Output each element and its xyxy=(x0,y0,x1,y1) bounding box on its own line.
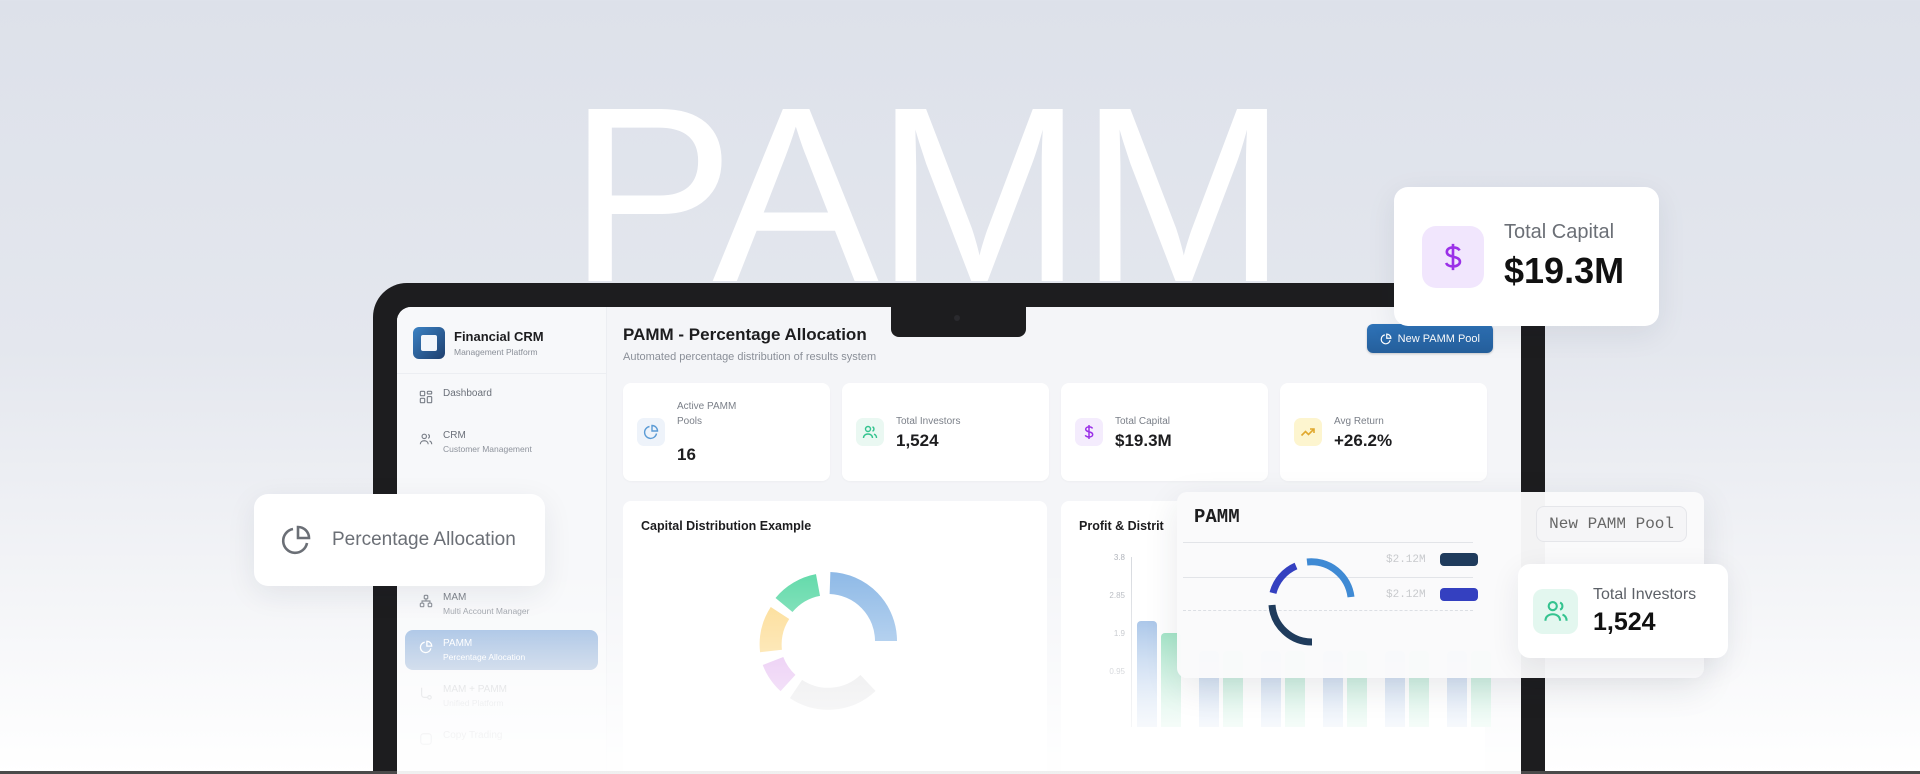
card-title: PAMM xyxy=(1194,506,1240,528)
brand-logo-icon xyxy=(413,327,445,359)
stat-label: Avg Return xyxy=(1334,415,1384,427)
route-icon xyxy=(421,687,432,700)
pie-chart-icon xyxy=(281,525,311,555)
card-value: $19.3M xyxy=(1504,250,1625,291)
users-icon xyxy=(856,418,884,446)
stat-label: Total Capital xyxy=(1115,415,1171,427)
panel-title: Capital Distribution Example xyxy=(641,519,812,533)
divider xyxy=(1183,542,1473,543)
panel-title: Profit & Distrit xyxy=(1079,519,1164,533)
sidebar-item-crm[interactable]: CRM Customer Management xyxy=(405,422,598,462)
pie-chart-icon xyxy=(637,418,665,446)
users-icon xyxy=(1533,588,1578,634)
sidebar-item-copy-trading[interactable]: Copy Trading xyxy=(405,722,598,758)
page-title: PAMM - Percentage Allocation xyxy=(623,325,867,344)
stats-row: Active PAMM Pools 16 Total Investors 1,5… xyxy=(623,383,1487,481)
camera-icon xyxy=(954,315,960,321)
page-subtitle: Automated percentage distribution of res… xyxy=(623,351,877,363)
brand: Financial CRM Management Platform xyxy=(397,307,606,374)
sidebar-item-label: MAM + PAMM xyxy=(443,684,507,695)
brand-name: Financial CRM xyxy=(454,329,544,344)
pamm-mini-donut-chart xyxy=(1267,557,1357,652)
new-pamm-pool-button[interactable]: New PAMM Pool xyxy=(1366,324,1493,353)
copy-icon xyxy=(420,733,432,745)
sidebar-item-label: Dashboard xyxy=(443,388,492,399)
y-axis xyxy=(1131,557,1132,727)
row-indicator xyxy=(1440,588,1478,601)
stat-value: 16 xyxy=(677,445,696,464)
camera-notch xyxy=(891,307,1026,337)
floating-total-investors-card: Total Investors 1,524 xyxy=(1518,564,1728,658)
network-icon xyxy=(419,594,433,608)
stat-label: Active PAMM Pools xyxy=(677,401,737,427)
y-tick: 1.9 xyxy=(1113,629,1125,638)
dollar-icon xyxy=(1422,225,1484,288)
capital-donut-chart xyxy=(758,571,898,716)
floating-percentage-allocation-card: Percentage Allocation xyxy=(254,494,545,586)
capital-distribution-panel: Capital Distribution Example xyxy=(623,501,1047,774)
floating-total-capital-card: Total Capital $19.3M xyxy=(1394,187,1659,326)
sidebar-item-mam-pamm[interactable]: MAM + PAMM Unified Platform xyxy=(405,676,598,716)
stat-value: +26.2% xyxy=(1334,430,1393,450)
sidebar-item-dashboard[interactable]: Dashboard xyxy=(405,380,598,416)
sidebar-item-label: PAMM xyxy=(443,638,473,649)
users-icon xyxy=(419,433,433,445)
sidebar-item-label: Copy Trading xyxy=(443,730,503,741)
y-tick: 0.95 xyxy=(1109,667,1125,676)
dollar-icon xyxy=(1075,418,1103,446)
stat-value: $19.3M xyxy=(1115,430,1172,450)
row-amount: $2.12M xyxy=(1386,589,1426,601)
y-tick: 2.85 xyxy=(1109,591,1125,600)
stat-card-active-pools: Active PAMM Pools 16 xyxy=(623,383,830,481)
y-tick: 3.8 xyxy=(1113,553,1125,562)
row-amount: $2.12M xyxy=(1386,554,1426,566)
card-label: Percentage Allocation xyxy=(332,529,516,550)
trending-up-icon xyxy=(1294,418,1322,446)
sidebar-item-sublabel: Percentage Allocation xyxy=(443,652,526,662)
card-label: Total Capital xyxy=(1504,221,1615,243)
pie-chart-icon xyxy=(419,640,433,654)
sidebar-item-sublabel: Unified Platform xyxy=(443,698,504,708)
stat-value: 1,524 xyxy=(896,430,939,450)
brand-subtitle: Management Platform xyxy=(454,347,538,357)
card-value: 1,524 xyxy=(1593,607,1656,636)
stat-card-avg-return: Avg Return +26.2% xyxy=(1280,383,1487,481)
sidebar-item-sublabel: Customer Management xyxy=(443,444,532,454)
pie-chart-icon xyxy=(1380,333,1392,344)
stat-card-total-investors: Total Investors 1,524 xyxy=(842,383,1049,481)
stat-card-total-capital: Total Capital $19.3M xyxy=(1061,383,1268,481)
new-pamm-pool-button[interactable]: New PAMM Pool xyxy=(1536,506,1687,542)
new-pamm-pool-label: New PAMM Pool xyxy=(1397,332,1480,345)
stat-label: Total Investors xyxy=(896,415,961,427)
sidebar-item-pamm[interactable]: PAMM Percentage Allocation xyxy=(405,630,598,670)
hero-title: PAMM xyxy=(568,70,1284,284)
sidebar-item-mam[interactable]: MAM Multi Account Manager xyxy=(405,584,598,624)
sidebar-item-label: MAM xyxy=(443,592,467,603)
sidebar-item-sublabel: Multi Account Manager xyxy=(443,606,530,616)
grid-icon xyxy=(419,390,433,404)
row-indicator xyxy=(1440,553,1478,566)
sidebar-item-label: CRM xyxy=(443,430,466,441)
card-label: Total Investors xyxy=(1593,585,1697,603)
